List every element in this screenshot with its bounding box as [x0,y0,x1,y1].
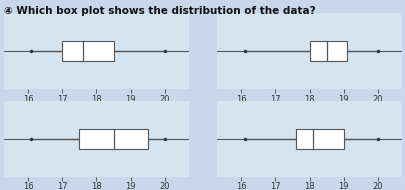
Text: ④ Which box plot shows the distribution of the data?: ④ Which box plot shows the distribution … [4,6,315,16]
Bar [309,41,346,61]
Bar [62,41,113,61]
X-axis label: Time (s): Time (s) [79,107,113,116]
Bar [79,129,147,149]
Bar [295,129,343,149]
X-axis label: Time (s): Time (s) [292,107,326,116]
